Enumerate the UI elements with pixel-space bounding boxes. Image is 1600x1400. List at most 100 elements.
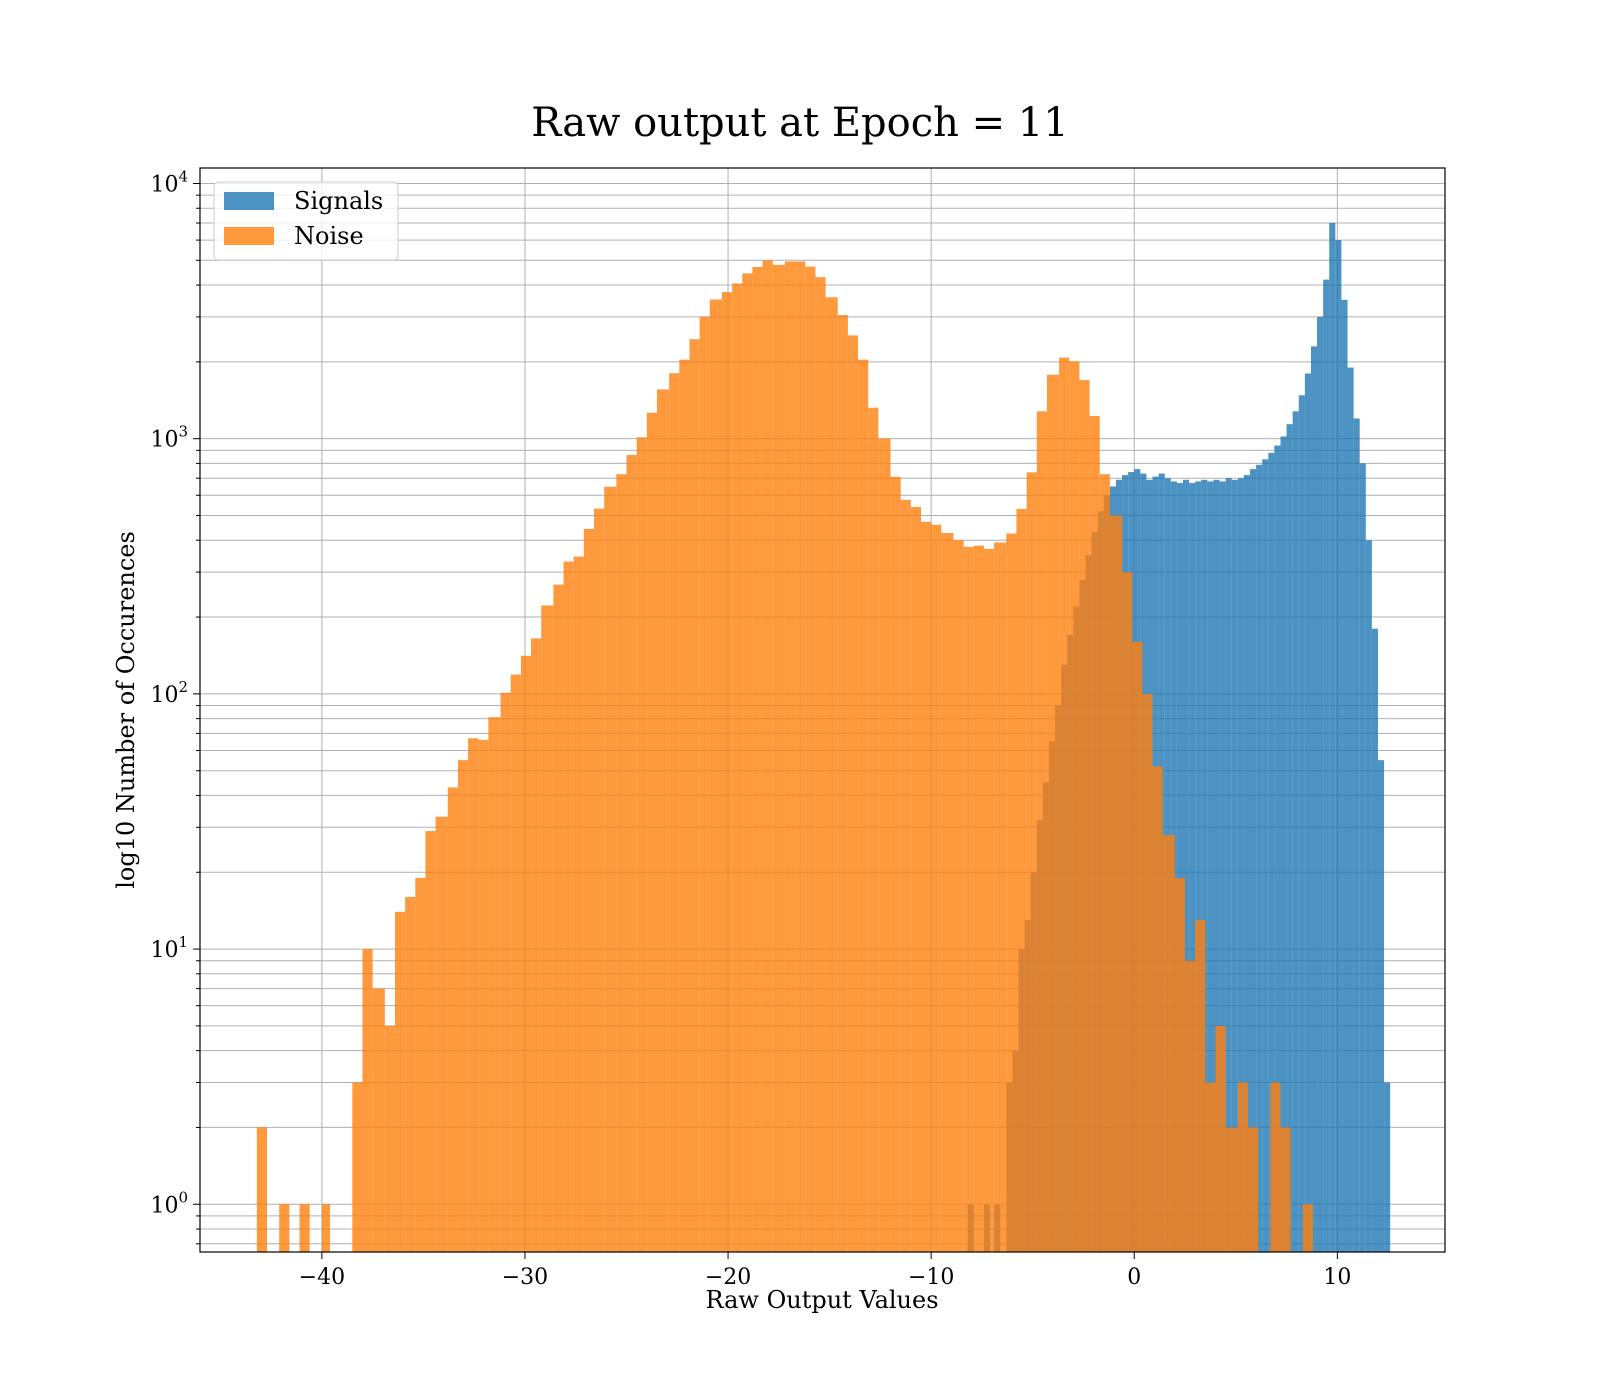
signals-bar (1237, 478, 1244, 1252)
signals-bar (1268, 452, 1275, 1253)
noise-bar (1237, 1082, 1248, 1252)
signals-bar (1243, 475, 1251, 1253)
noise-bar (953, 540, 964, 1252)
noise-bar (1079, 380, 1090, 1253)
noise-bar (636, 437, 647, 1252)
noise-bar (910, 506, 922, 1252)
signals-bar (1225, 478, 1232, 1252)
y-tick-label: 104 (150, 167, 188, 197)
signals-bar (1201, 479, 1208, 1252)
noise-bar (573, 556, 584, 1252)
noise-bar (510, 674, 521, 1252)
noise-bar (858, 359, 869, 1252)
signals-bar (1213, 479, 1220, 1252)
noise-bar (372, 988, 385, 1252)
chart-title: Raw output at Epoch = 11 (531, 100, 1069, 146)
noise-bar (784, 261, 796, 1253)
noise-bar (583, 528, 595, 1252)
noise-bar (815, 277, 826, 1252)
signals-bar (1250, 469, 1257, 1252)
noise-bar (1247, 1127, 1259, 1252)
noise-bar (762, 260, 773, 1252)
signals-bar (1317, 316, 1324, 1253)
signals-bar (1189, 483, 1196, 1252)
noise-bar (1205, 1082, 1216, 1252)
noise-bar (435, 816, 448, 1252)
noise-bar (321, 1204, 330, 1252)
noise-bar (279, 1204, 290, 1252)
noise-bar (1026, 472, 1037, 1252)
noise-bar (1099, 474, 1110, 1252)
x-tick-label: 0 (1127, 1265, 1141, 1290)
noise-bar (890, 476, 901, 1253)
noise-bar (772, 264, 785, 1252)
signals-bar (1176, 483, 1184, 1252)
signals-bar (1219, 481, 1226, 1252)
legend-swatch-signals (224, 192, 274, 210)
x-tick-label: 10 (1323, 1265, 1351, 1290)
noise-bar (405, 896, 416, 1252)
noise-bar (709, 299, 722, 1252)
x-tick-label: −30 (502, 1265, 548, 1290)
y-tick-label: 102 (150, 678, 188, 708)
noise-bar (563, 561, 574, 1252)
noise-bar (1174, 877, 1186, 1252)
noise-bar (837, 315, 848, 1253)
noise-bar (256, 1127, 268, 1252)
noise-bar (362, 949, 373, 1252)
noise-bar (1142, 693, 1153, 1252)
noise-bar (352, 1082, 363, 1252)
signals-bar (1195, 481, 1202, 1252)
noise-bar (1152, 766, 1163, 1252)
noise-bar (616, 474, 627, 1252)
noise-bar (604, 486, 617, 1252)
signals-bar (1286, 424, 1293, 1252)
signals-bar (1280, 436, 1287, 1252)
noise-bar (1280, 1127, 1291, 1252)
signals-bar (1353, 418, 1360, 1252)
noise-bar (384, 1025, 395, 1252)
noise-bar (541, 605, 554, 1252)
noise-bar (1006, 533, 1017, 1252)
noise-bar (468, 738, 479, 1252)
noise-bar (1036, 411, 1047, 1252)
y-axis-label: log10 Number of Occurences (112, 531, 140, 889)
noise-bar (520, 655, 532, 1252)
plot-frame (199, 167, 1446, 1253)
bars-layer (256, 223, 1391, 1253)
noise-bar (1270, 1082, 1281, 1252)
signals-bar (1365, 540, 1372, 1252)
noise-bar (1162, 834, 1175, 1252)
signals-bar (1335, 240, 1342, 1253)
noise-bar (447, 787, 458, 1252)
noise-bar (1059, 357, 1070, 1253)
signals-bar (1292, 411, 1299, 1252)
noise-bar (1302, 1204, 1313, 1252)
x-tick-label: −10 (908, 1265, 954, 1290)
noise-bar (1215, 1025, 1226, 1252)
signals-bar (1371, 628, 1378, 1252)
signals-bar (1329, 223, 1336, 1253)
signals-bar (1207, 481, 1214, 1252)
noise-bar (900, 499, 911, 1252)
signals-bar (1359, 463, 1366, 1252)
noise-bar (878, 438, 891, 1252)
signals-bar (1310, 346, 1318, 1252)
noise-bar (1016, 509, 1027, 1252)
legend-label-signals: Signals (294, 187, 383, 215)
noise-bar (488, 717, 501, 1252)
noise-bar (921, 521, 932, 1252)
noise-bar (931, 524, 942, 1252)
noise-bar (478, 739, 489, 1252)
noise-bar (1089, 416, 1100, 1252)
noise-bar (457, 760, 469, 1252)
signals-bar (1274, 445, 1281, 1252)
signals-bar (1377, 760, 1385, 1252)
signals-bar (1231, 479, 1238, 1252)
noise-bar (742, 273, 753, 1253)
noise-bar (983, 548, 995, 1252)
x-tick-label: −20 (705, 1265, 751, 1290)
noise-bar (795, 261, 806, 1253)
signals-bar (1262, 459, 1269, 1253)
